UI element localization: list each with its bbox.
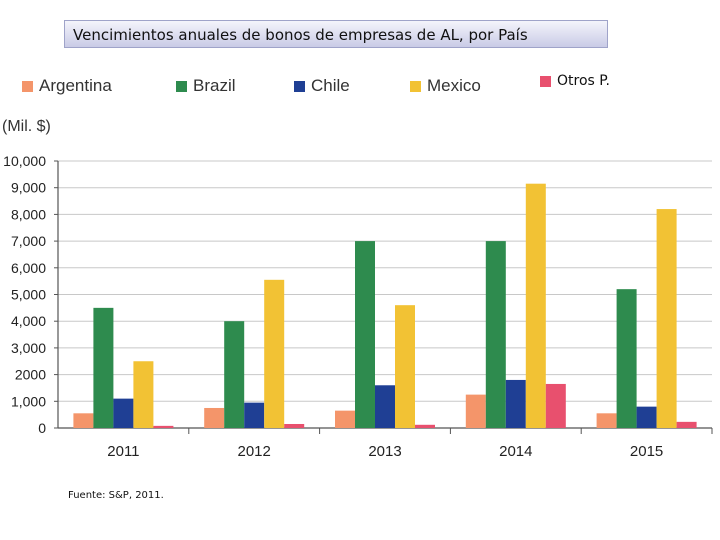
bar-chile-2012 xyxy=(244,402,265,428)
legend-label-otros: Otros P. xyxy=(557,73,610,89)
legend-item-brazil: Brazil xyxy=(176,76,236,96)
bar-mexico-2013 xyxy=(395,305,415,428)
bar-mexico-2011 xyxy=(133,361,154,428)
y-tick-label: 6,000 xyxy=(11,260,46,276)
bar-otrosp-2011 xyxy=(153,425,174,428)
y-tick-label: 3,000 xyxy=(11,340,46,356)
legend-item-argentina: Argentina xyxy=(22,76,112,96)
y-tick-label: 4,000 xyxy=(11,313,46,329)
y-tick-label: 0 xyxy=(38,420,46,436)
y-tick-label: 2000 xyxy=(15,367,46,383)
bar-otrosp-2014 xyxy=(545,383,566,428)
bar-argentina-2012 xyxy=(204,407,225,428)
bar-chile-2015 xyxy=(636,406,657,428)
y-tick-label: 1,000 xyxy=(11,393,46,409)
bar-chile-2011 xyxy=(113,398,134,428)
y-axis-unit-label: (Mil. $) xyxy=(2,118,51,135)
bar-brazil-2014 xyxy=(485,241,506,428)
y-tick-label: 7,000 xyxy=(11,233,46,249)
legend-label-argentina: Argentina xyxy=(39,76,112,95)
legend: Argentina Brazil Chile Mexico Otros P. xyxy=(0,72,720,98)
y-tick-label: 5,000 xyxy=(11,287,46,303)
legend-swatch-otros xyxy=(540,75,551,87)
bar-otrosp-2013 xyxy=(415,424,435,428)
legend-label-mexico: Mexico xyxy=(427,76,481,95)
bar-otrosp-2012 xyxy=(284,423,305,428)
legend-item-otros: Otros P. xyxy=(540,73,610,89)
bar-brazil-2013 xyxy=(355,241,375,428)
bar-mexico-2012 xyxy=(264,279,285,428)
legend-swatch-chile xyxy=(294,80,305,92)
bar-brazil-2012 xyxy=(224,321,245,428)
x-tick-label: 2012 xyxy=(238,443,271,460)
legend-swatch-argentina xyxy=(22,80,33,92)
legend-swatch-brazil xyxy=(176,80,187,92)
chart-title: Vencimientos anuales de bonos de empresa… xyxy=(73,26,528,44)
bar-brazil-2015 xyxy=(616,289,637,428)
legend-item-mexico: Mexico xyxy=(410,76,481,96)
legend-label-chile: Chile xyxy=(311,76,350,95)
bar-argentina-2014 xyxy=(465,394,486,428)
x-tick-label: 2011 xyxy=(107,443,139,460)
legend-swatch-mexico xyxy=(410,80,421,92)
bar-mexico-2015 xyxy=(656,209,677,428)
bar-argentina-2011 xyxy=(73,413,94,428)
chart-title-box: Vencimientos anuales de bonos de empresa… xyxy=(64,20,608,48)
bar-otrosp-2015 xyxy=(676,421,697,428)
y-tick-label: 10,000 xyxy=(3,153,46,169)
legend-item-chile: Chile xyxy=(294,76,350,96)
source-note: Fuente: S&P, 2011. xyxy=(68,490,164,501)
y-tick-label: 9,000 xyxy=(11,180,46,196)
x-tick-label: 2015 xyxy=(630,443,663,460)
bar-argentina-2015 xyxy=(596,413,617,428)
bar-chile-2013 xyxy=(375,385,395,428)
x-tick-label: 2014 xyxy=(499,443,532,460)
bar-brazil-2011 xyxy=(93,307,114,428)
bar-chile-2014 xyxy=(505,379,526,428)
bar-argentina-2013 xyxy=(335,410,355,428)
bar-mexico-2014 xyxy=(525,183,546,428)
legend-label-brazil: Brazil xyxy=(193,76,236,95)
x-tick-label: 2013 xyxy=(368,443,401,460)
y-tick-label: 8,000 xyxy=(11,206,46,222)
